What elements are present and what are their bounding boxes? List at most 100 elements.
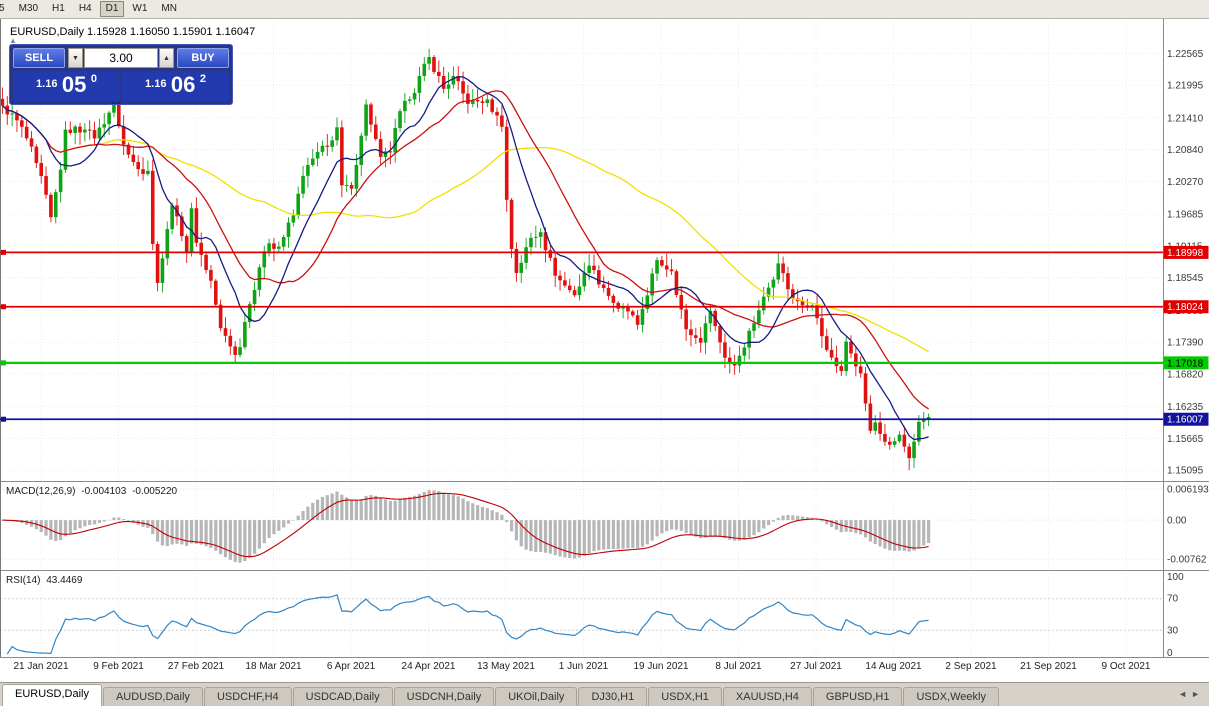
price-axis-label: 1.20840	[1167, 145, 1204, 156]
chart-shift-marker-icon: ▲	[9, 36, 17, 45]
macd-signal-line	[2, 492, 929, 558]
chart-tab-audusd-daily[interactable]: AUDUSD,Daily	[102, 687, 203, 706]
price-badge	[1163, 356, 1209, 370]
price-axis-label: 1.21410	[1167, 113, 1204, 124]
macd-axis-label: 0.006193	[1167, 485, 1209, 496]
lot-decrease-button[interactable]: ▼	[68, 48, 83, 68]
date-axis-label: 8 Jul 2021	[715, 661, 762, 672]
timeframe-button-w1[interactable]: W1	[126, 1, 154, 17]
price-badge	[1163, 300, 1209, 314]
chart-tab-usdchf-h4[interactable]: USDCHF,H4	[203, 687, 292, 706]
sell-price-big-digits: 05	[61, 72, 87, 97]
tab-scroll-right-icon[interactable]: ►	[1191, 689, 1204, 699]
price-badge-label: 1.18024	[1167, 302, 1204, 313]
date-axis-label: 27 Feb 2021	[168, 661, 225, 672]
chart-tab-usdx-h1[interactable]: USDX,H1	[648, 687, 722, 706]
date-axis-label: 27 Jul 2021	[790, 661, 842, 672]
macd-signal-value: -0.005220	[132, 486, 178, 497]
buy-price-prefix: 1.16	[145, 78, 167, 90]
date-axis-label: 2 Sep 2021	[945, 661, 997, 672]
date-axis-label: 1 Jun 2021	[559, 661, 609, 672]
price-badge-label: 1.16007	[1167, 415, 1204, 426]
price-axis-label: 1.15095	[1167, 466, 1204, 477]
buy-price-superscript: 2	[199, 73, 206, 85]
tab-scroll-arrows: ◄►	[1178, 689, 1204, 699]
rsi-axis-label: 70	[1167, 594, 1179, 605]
lot-increase-button[interactable]: ▲	[159, 48, 174, 68]
chart-ohlc-values: 1.15928 1.16050 1.15901 1.16047	[87, 26, 256, 38]
tab-scroll-left-icon[interactable]: ◄	[1178, 689, 1192, 699]
rsi-axis-label: 100	[1167, 572, 1184, 583]
price-badge	[1163, 245, 1209, 259]
price-axis-label: 1.21995	[1167, 81, 1204, 92]
buy-price-display[interactable]: 1.16 06 2	[122, 71, 229, 101]
date-axis-label: 18 Mar 2021	[245, 661, 302, 672]
macd-main-value: -0.004103	[81, 486, 127, 497]
date-axis-label: 21 Jan 2021	[13, 661, 68, 672]
macd-axis-label: -0.00762	[1167, 555, 1207, 566]
chart-tab-usdcad-daily[interactable]: USDCAD,Daily	[292, 687, 393, 706]
chart-tab-dj30-h1[interactable]: DJ30,H1	[578, 687, 648, 706]
timeframe-button-m30[interactable]: M30	[12, 1, 45, 17]
sell-price-display[interactable]: 1.16 05 0	[13, 71, 120, 101]
price-chart[interactable]: 21 Jan 2021 9 Feb 2021 27 Feb 2021 18 Mar 2…	[0, 0, 1209, 682]
price-axis-label: 1.16235	[1167, 402, 1204, 413]
sell-button[interactable]: SELL	[13, 48, 65, 68]
macd-name: MACD(12,26,9)	[6, 486, 76, 497]
price-axis-label: 1.19685	[1167, 210, 1204, 221]
price-badge-label: 1.18998	[1167, 248, 1204, 259]
date-axis-label: 24 Apr 2021	[402, 661, 456, 672]
one-click-trading-panel: SELL ▼ ▲ BUY 1.16 05 0 1.16 06 2	[9, 44, 233, 105]
level-line-handle	[1, 360, 6, 366]
level-line-handle	[1, 304, 6, 310]
timeframe-button-h4[interactable]: H4	[72, 1, 98, 17]
timeframe-button-h1[interactable]: H1	[46, 1, 71, 17]
rsi-value: 43.4469	[46, 575, 83, 586]
level-line-handle	[1, 416, 6, 422]
date-axis-label: 14 Aug 2021	[865, 661, 922, 672]
rsi-line	[6, 594, 929, 655]
moving-average-line-10[interactable]	[1, 76, 929, 441]
moving-average-line-21[interactable]	[1, 90, 929, 410]
price-axis-label: 1.17390	[1167, 338, 1204, 349]
price-badge-label: 1.17018	[1167, 358, 1204, 369]
chart-tab-eurusd-daily[interactable]: EURUSD,Daily	[2, 684, 102, 706]
sell-price-superscript: 0	[90, 73, 97, 85]
price-axis-label: 1.16820	[1167, 369, 1204, 380]
date-axis-label: 9 Oct 2021	[1102, 661, 1151, 672]
lot-size-input[interactable]	[84, 48, 158, 68]
price-axis-label: 1.20270	[1167, 177, 1204, 188]
price-badge	[1163, 412, 1209, 426]
chart-title: EURUSD,Daily 1.15928 1.16050 1.15901 1.1…	[10, 26, 255, 38]
level-line-handle	[1, 249, 6, 255]
macd-axis-label: 0.00	[1167, 516, 1187, 527]
sell-price-prefix: 1.16	[36, 78, 58, 90]
chart-tab-usdcnh-daily[interactable]: USDCNH,Daily	[393, 687, 495, 706]
chart-tab-usdx-weekly[interactable]: USDX,Weekly	[903, 687, 999, 706]
timeframe-toolbar: 5M30H1H4D1W1MN	[0, 0, 1209, 19]
price-axis-label: 1.22565	[1167, 49, 1204, 60]
buy-button[interactable]: BUY	[177, 48, 229, 68]
date-axis-label: 21 Sep 2021	[1020, 661, 1077, 672]
chart-tab-bar: EURUSD,Daily AUDUSD,Daily USDCHF,H4 USDCAD,…	[0, 682, 1209, 706]
rsi-label: RSI(14) 43.4469	[6, 575, 85, 586]
macd-label: MACD(12,26,9) -0.004103 -0.005220	[6, 486, 180, 497]
lot-size-spinner: ▼ ▲	[68, 48, 174, 68]
date-axis-label: 6 Apr 2021	[327, 661, 376, 672]
chart-tab-gbpusd-h1[interactable]: GBPUSD,H1	[812, 687, 903, 706]
buy-price-big-digits: 06	[170, 72, 196, 97]
date-axis-label: 19 Jun 2021	[633, 661, 688, 672]
chart-symbol-label: EURUSD,Daily	[10, 26, 84, 38]
price-axis-label: 1.15665	[1167, 434, 1204, 445]
date-axis-label: 13 May 2021	[477, 661, 535, 672]
chart-tab-ukoil-daily[interactable]: UKOil,Daily	[495, 687, 578, 706]
timeframe-button-d1[interactable]: D1	[99, 1, 125, 17]
date-axis-label: 9 Feb 2021	[93, 661, 144, 672]
price-axis-label: 1.18545	[1167, 273, 1204, 284]
chart-tab-xauusd-h4[interactable]: XAUUSD,H4	[722, 687, 812, 706]
timeframe-button-mn[interactable]: MN	[155, 1, 183, 17]
rsi-axis-label: 0	[1167, 648, 1173, 659]
timeframe-button-5[interactable]: 5	[0, 1, 11, 17]
rsi-name: RSI(14)	[6, 575, 41, 586]
rsi-axis-label: 30	[1167, 625, 1179, 636]
